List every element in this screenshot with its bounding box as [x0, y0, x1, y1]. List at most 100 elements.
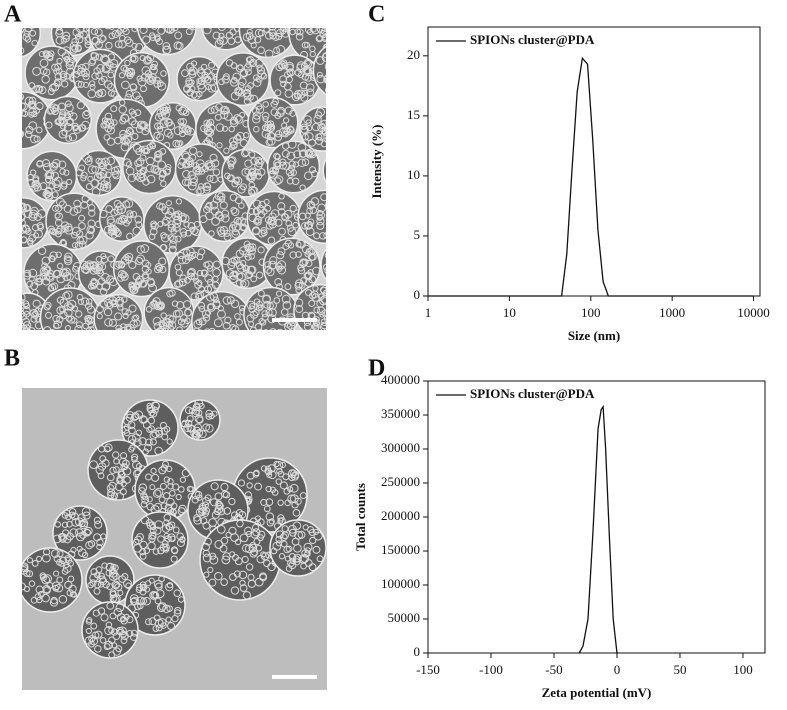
nanoparticle	[100, 300, 109, 309]
panel-label: D	[368, 356, 385, 382]
nanoparticle	[306, 200, 316, 210]
nanoparticle	[57, 20, 65, 28]
nanoparticle	[74, 325, 83, 330]
nanoparticle	[50, 596, 58, 605]
nanoparticle	[270, 547, 278, 555]
nanoparticle	[203, 571, 210, 578]
nanoparticle	[122, 14, 129, 21]
nanoparticle	[239, 533, 249, 543]
nanoparticle	[54, 63, 62, 71]
nanoparticle	[93, 516, 102, 525]
nanoparticle	[99, 54, 109, 64]
nanoparticle	[281, 294, 291, 304]
nanoparticle	[274, 277, 283, 286]
nanoparticle	[94, 40, 103, 49]
nanoparticle	[308, 150, 317, 159]
nanoparticle	[128, 304, 137, 313]
nanoparticle	[271, 166, 279, 174]
nanoparticle	[148, 75, 157, 84]
nanoparticle	[250, 42, 257, 49]
nanoparticle	[34, 277, 43, 286]
nanoparticle	[192, 228, 200, 237]
nanoparticle	[89, 267, 98, 275]
nanoparticle	[64, 324, 71, 330]
nanoparticle	[81, 507, 91, 517]
nanoparticle	[148, 233, 156, 241]
nanoparticle	[343, 73, 349, 79]
nanoparticle	[49, 103, 59, 113]
nanoparticle	[327, 31, 334, 38]
nanoparticle	[153, 265, 162, 274]
nanoparticle	[192, 403, 201, 412]
nanoparticle	[258, 16, 264, 22]
nanoparticle	[88, 326, 95, 330]
nanoparticle	[2, 211, 7, 216]
nanoparticle	[295, 304, 304, 313]
nanoparticle	[95, 263, 103, 272]
nanoparticle	[129, 594, 139, 603]
nanoparticle	[311, 17, 317, 23]
nanoparticle	[22, 582, 26, 591]
nanoparticle	[22, 211, 26, 221]
nanoparticle	[88, 209, 96, 217]
nanoparticle	[179, 105, 189, 115]
nanoparticle	[308, 299, 316, 307]
nanoparticle	[244, 491, 253, 499]
nanoparticle	[22, 93, 25, 101]
nanoparticle	[36, 85, 44, 93]
nanoparticle	[325, 78, 326, 82]
x-tick-label: 10	[503, 305, 516, 320]
nanoparticle	[154, 597, 162, 605]
nanoparticle	[151, 406, 159, 414]
nanoparticle	[78, 124, 87, 132]
nanoparticle	[142, 596, 151, 606]
nanoparticle	[331, 255, 336, 260]
nanoparticle	[187, 272, 195, 281]
nanoparticle	[351, 274, 357, 280]
nanoparticle	[207, 72, 216, 80]
nanoparticle	[230, 533, 239, 542]
nanoparticle	[32, 176, 40, 184]
nanoparticle	[104, 318, 113, 327]
nanoparticle	[119, 117, 127, 125]
nanoparticle	[278, 553, 286, 560]
nanoparticle	[294, 90, 303, 99]
nanoparticle	[148, 283, 157, 293]
nanoparticle	[147, 15, 153, 21]
nanoparticle	[281, 122, 288, 129]
nanoparticle	[209, 9, 217, 17]
nanoparticle	[284, 106, 293, 115]
nanoparticle	[217, 1, 225, 9]
nanoparticle	[83, 109, 90, 117]
nanoparticle	[263, 505, 271, 513]
nanoparticle	[91, 187, 101, 197]
nanoparticle	[111, 564, 119, 572]
nanoparticle	[210, 105, 219, 114]
nanoparticle	[334, 161, 340, 167]
nanoparticle	[158, 466, 167, 475]
nanoparticle	[250, 275, 258, 283]
nanoparticle	[33, 183, 42, 192]
nanoparticle	[104, 181, 112, 189]
nanoparticle	[118, 105, 127, 114]
nanoparticle	[196, 416, 204, 424]
nanoparticle	[119, 214, 128, 224]
nanoparticle	[42, 190, 51, 199]
nanoparticle	[28, 234, 37, 243]
nanoparticle	[322, 52, 326, 59]
nanoparticle	[77, 63, 87, 73]
nanoparticle	[107, 82, 115, 91]
nanoparticle	[234, 538, 242, 546]
nanoparticle	[66, 303, 74, 311]
nanoparticle	[80, 175, 87, 182]
nanoparticle	[303, 322, 313, 330]
nanoparticle	[208, 412, 215, 420]
nanoparticle	[281, 525, 289, 533]
nanoparticle	[129, 285, 137, 293]
nanoparticle	[331, 117, 336, 122]
nanoparticle	[285, 220, 293, 227]
nanoparticle	[332, 207, 338, 213]
nanoparticle	[29, 102, 36, 110]
nanoparticle	[77, 298, 85, 305]
nanoparticle	[311, 266, 321, 276]
